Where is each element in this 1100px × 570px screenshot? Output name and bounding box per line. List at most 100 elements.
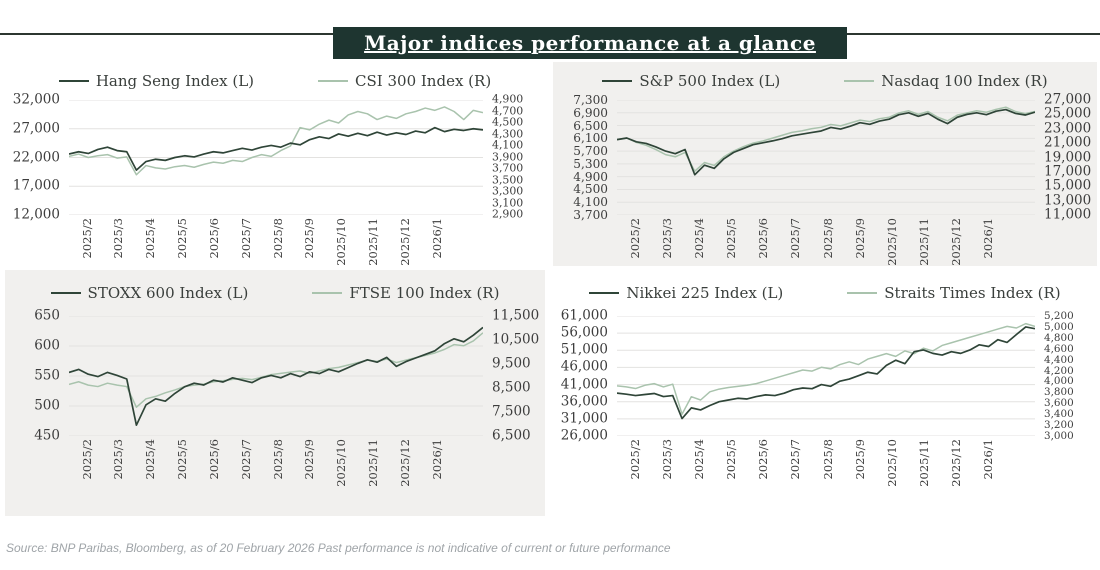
axis-tick-label: 27,000 (12, 120, 60, 136)
axis-tick-label: 6,900 (573, 105, 608, 120)
page-title: Major indices performance at a glance (364, 31, 816, 55)
legend-label: STOXX 600 Index (L) (87, 284, 249, 302)
axis-tick-label: 56,000 (560, 324, 608, 341)
axis-tick-label: 26,000 (560, 427, 608, 444)
axis-tick-label: 4,200 (1044, 364, 1074, 377)
x-axis-label: 2025/7 (788, 218, 803, 259)
axis-tick-label: 9,500 (492, 355, 531, 372)
series-line-light (617, 107, 1035, 171)
axis-tick-label: 23,000 (1044, 120, 1092, 136)
x-axis-label: 2025/5 (724, 439, 739, 480)
x-axis-label: 2025/4 (691, 439, 706, 480)
x-axis-label: 2025/10 (334, 439, 349, 487)
axis-tick-label: 36,000 (560, 392, 608, 409)
axis-tick-label: 46,000 (560, 358, 608, 375)
dark-line-swatch (602, 80, 633, 82)
x-axis-label: 2025/10 (884, 439, 899, 487)
chart-legend: Nikkei 225 Index (L) Straits Times Index… (553, 270, 1097, 316)
x-axis-label: 2025/4 (143, 218, 158, 259)
axis-tick-label: 650 (34, 307, 60, 324)
axis-tick-label: 2,900 (492, 207, 524, 221)
axis-tick-label: 4,600 (1044, 342, 1074, 355)
axis-tick-label: 17,000 (12, 177, 60, 194)
plot-area (617, 316, 1035, 436)
x-axis-label: 2025/9 (852, 218, 867, 259)
x-axis-label: 2025/12 (949, 218, 964, 266)
x-axis-label: 2026/1 (429, 439, 444, 480)
axis-tick-label: 4,500 (492, 115, 524, 129)
axis-tick-label: 51,000 (560, 341, 608, 358)
x-axis-label: 2025/12 (949, 439, 964, 487)
axis-tick-label: 3,700 (492, 161, 524, 175)
axis-tick-label: 32,000 (12, 91, 60, 108)
x-axis-label: 2025/12 (397, 218, 412, 266)
light-line-swatch (312, 292, 343, 294)
axis-tick-label: 4,700 (492, 104, 524, 118)
axis-tick-label: 5,000 (1044, 320, 1074, 333)
axis-tick-label: 4,900 (573, 169, 608, 184)
x-axis-label: 2025/3 (659, 439, 674, 480)
legend-label: Nikkei 225 Index (L) (626, 284, 784, 302)
x-axis-label: 2025/5 (175, 439, 190, 480)
x-axis-label: 2025/2 (79, 439, 94, 480)
x-axis-label: 2025/7 (238, 218, 253, 259)
x-axis-label: 2025/6 (756, 218, 771, 259)
x-axis-label: 2025/8 (270, 439, 285, 480)
x-axis-label: 2025/3 (111, 439, 126, 480)
x-axis-label: 2025/8 (270, 218, 285, 259)
legend-label: CSI 300 Index (R) (355, 72, 492, 90)
dark-line-swatch (58, 80, 89, 82)
dark-line-swatch (50, 292, 81, 294)
axis-tick-label: 5,200 (1044, 309, 1074, 322)
x-axis-label: 2025/9 (302, 218, 317, 259)
chart-legend: S&P 500 Index (L) Nasdaq 100 Index (R) (553, 62, 1097, 100)
axis-tick-label: 61,000 (560, 307, 608, 324)
axis-tick-label: 3,100 (492, 196, 524, 210)
y-axis-right: 5,200 5,000 4,800 4,600 4,400 4,200 4,000 3,800… (1035, 310, 1097, 441)
plot-area (69, 316, 483, 436)
x-axis-label: 2025/10 (334, 218, 349, 266)
axis-tick-label: 3,400 (1044, 407, 1074, 420)
axis-tick-label: 4,800 (1044, 331, 1074, 344)
axis-tick-label: 22,000 (12, 148, 60, 165)
axis-tick-label: 4,900 (492, 92, 524, 106)
x-axis-label: 2025/11 (366, 439, 381, 487)
source-disclaimer: Source: BNP Paribas, Bloomberg, as of 20… (6, 541, 671, 555)
x-axis-label: 2025/12 (397, 439, 412, 487)
x-axis-label: 2025/9 (852, 439, 867, 480)
x-axis-label: 2025/8 (820, 218, 835, 259)
axis-tick-label: 3,500 (492, 173, 524, 187)
axis-tick-label: 6,500 (492, 427, 531, 444)
axis-tick-label: 21,000 (1044, 134, 1092, 151)
x-axis-label: 2025/5 (724, 218, 739, 259)
y-axis-right: 4,900 4,700 4,500 4,300 4,100 3,900 3,700 3,500… (483, 94, 545, 220)
axis-tick-label: 5,300 (573, 156, 608, 171)
axis-tick-label: 3,300 (492, 184, 524, 198)
x-axis: 2025/2 2025/3 2025/4 2025/5 2025/6 2025/7 2025… (617, 436, 1035, 488)
legend-label: FTSE 100 Index (R) (349, 284, 500, 302)
axis-tick-label: 4,400 (1044, 353, 1074, 366)
axis-tick-label: 4,100 (492, 138, 524, 152)
light-line-swatch (847, 292, 878, 294)
axis-tick-label: 5,700 (573, 144, 608, 159)
x-axis-label: 2025/5 (175, 218, 190, 259)
chart-card-stoxx600-ftse100: STOXX 600 Index (L) FTSE 100 Index (R) 6… (5, 270, 545, 516)
axis-tick-label: 550 (34, 367, 60, 384)
x-axis-label: 2025/11 (366, 218, 381, 266)
x-axis-label: 2025/2 (79, 218, 94, 259)
axis-tick-label: 3,700 (573, 207, 608, 222)
x-axis-label: 2025/6 (756, 439, 771, 480)
legend-item: Straits Times Index (R) (847, 284, 1061, 302)
light-line-swatch (318, 80, 349, 82)
chart-card-sp500-nasdaq100: S&P 500 Index (L) Nasdaq 100 Index (R) 7… (553, 62, 1097, 266)
light-line-swatch (844, 80, 875, 82)
legend-label: Straits Times Index (R) (884, 284, 1061, 302)
axis-tick-label: 600 (34, 337, 60, 354)
chart-legend: Hang Seng Index (L) CSI 300 Index (R) (5, 62, 545, 100)
series-line-light (617, 324, 1035, 415)
x-axis-label: 2025/3 (111, 218, 126, 259)
x-axis-label: 2025/11 (917, 439, 932, 487)
axis-tick-label: 15,000 (1044, 177, 1092, 194)
legend-item: S&P 500 Index (L) (602, 72, 780, 90)
